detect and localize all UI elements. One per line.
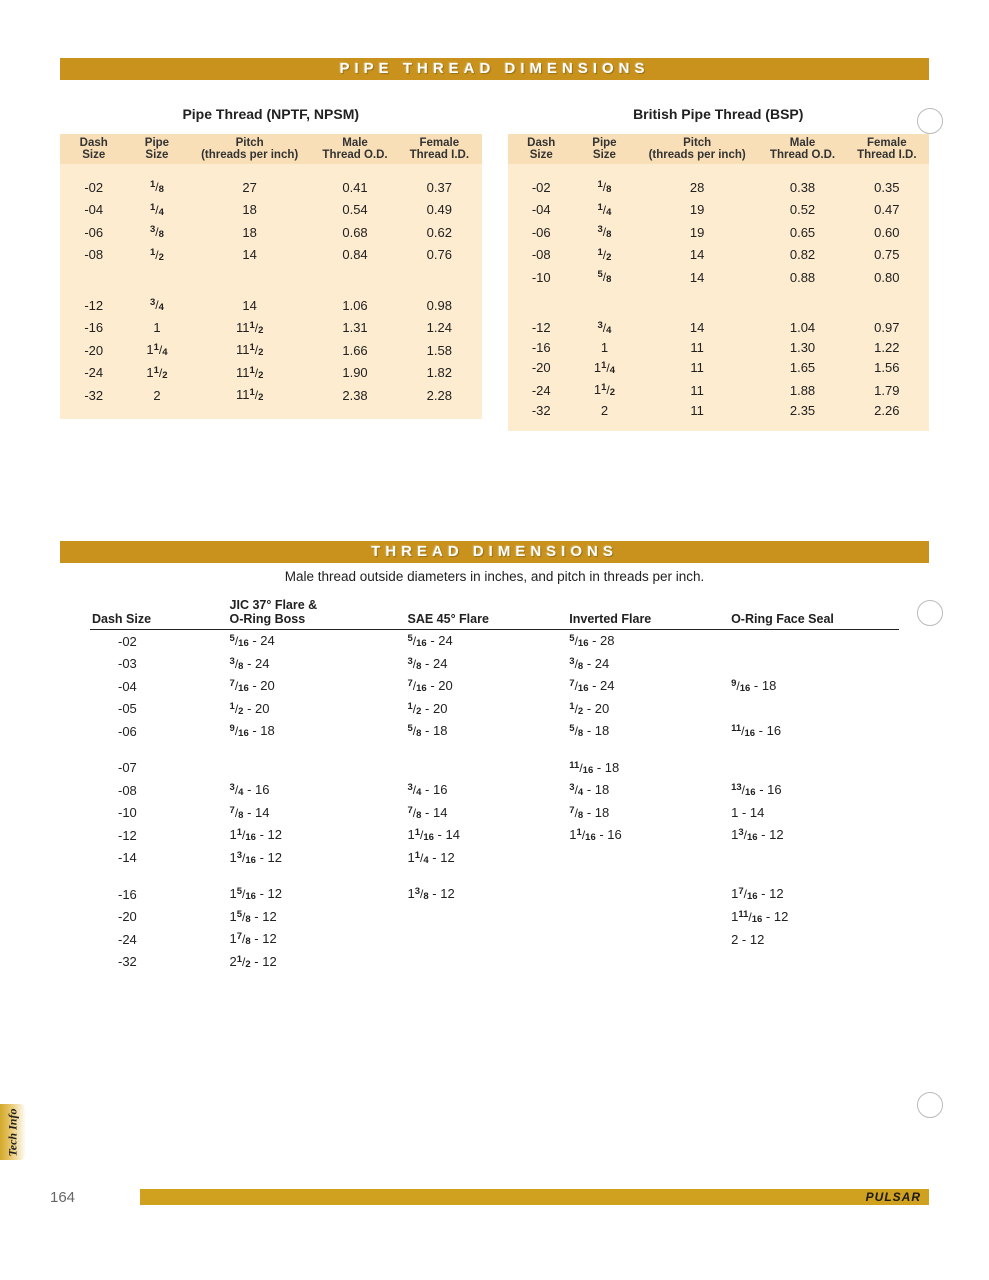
table-row: -123/4141.040.97 xyxy=(508,317,930,340)
table-bsp-title: British Pipe Thread (BSP) xyxy=(508,106,930,122)
table-row: -322112.352.26 xyxy=(508,402,930,420)
table-bsp: DashSizePipeSizePitch(threads per inch)M… xyxy=(508,134,930,431)
table-row: -047/16 - 207/16 - 207/16 - 249/16 - 18 xyxy=(90,675,899,698)
table-row: -107/8 - 147/8 - 147/8 - 181 - 14 xyxy=(90,802,899,825)
table-bsp-wrap: British Pipe Thread (BSP) DashSizePipeSi… xyxy=(508,106,930,431)
table-header: JIC 37° Flare &O-Ring Boss xyxy=(228,598,406,630)
table-row: -081/2140.820.75 xyxy=(508,244,930,267)
table-row: -3221/2 - 12 xyxy=(90,951,899,974)
banner-thread-dimensions: THREAD DIMENSIONS xyxy=(60,541,929,563)
table-header: DashSize xyxy=(508,134,575,164)
table-row: -025/16 - 245/16 - 245/16 - 28 xyxy=(90,630,899,653)
table-header: FemaleThread I.D. xyxy=(397,134,481,164)
subtitle: Male thread outside diameters in inches,… xyxy=(60,569,929,584)
page-number: 164 xyxy=(0,1189,140,1206)
table-row: -2417/8 - 122 - 12 xyxy=(90,928,899,951)
table-row: -021/8280.380.35 xyxy=(508,176,930,199)
table-row: -2015/8 - 12111/16 - 12 xyxy=(90,906,899,929)
table-nptf: DashSizePipeSizePitch(threads per inch)M… xyxy=(60,134,482,419)
punch-hole-icon xyxy=(917,600,943,626)
side-tab-label: Tech Info xyxy=(6,1108,21,1156)
table-row: -1413/16 - 1211/4 - 12 xyxy=(90,847,899,870)
table-header: FemaleThread I.D. xyxy=(845,134,929,164)
table-header: SAE 45° Flare xyxy=(405,598,567,630)
table-header: Pitch(threads per inch) xyxy=(634,134,760,164)
table-row: -041/4180.540.49 xyxy=(60,199,482,222)
table-row: -021/8270.410.37 xyxy=(60,176,482,199)
footer: 164 PULSAR xyxy=(0,1188,989,1206)
table-row: -063/8190.650.60 xyxy=(508,221,930,244)
table-row: -161111.301.22 xyxy=(508,339,930,357)
table-header: PipeSize xyxy=(575,134,634,164)
table-header: Pitch(threads per inch) xyxy=(186,134,312,164)
table-header: PipeSize xyxy=(127,134,186,164)
table-row: -081/2140.840.76 xyxy=(60,244,482,267)
table-header: MaleThread O.D. xyxy=(313,134,397,164)
table-nptf-title: Pipe Thread (NPTF, NPSM) xyxy=(60,106,482,122)
footer-bar: PULSAR xyxy=(140,1189,929,1205)
punch-hole-icon xyxy=(917,1092,943,1118)
table-row: -322111/22.382.28 xyxy=(60,384,482,407)
table-row: -161111/21.311.24 xyxy=(60,317,482,340)
table-row: -2411/2111/21.901.82 xyxy=(60,362,482,385)
table-row: -2411/2111.881.79 xyxy=(508,379,930,402)
table-row: -063/8180.680.62 xyxy=(60,221,482,244)
table-row: -0711/16 - 18 xyxy=(90,757,899,780)
table-header: MaleThread O.D. xyxy=(760,134,844,164)
banner-pipe-thread: PIPE THREAD DIMENSIONS xyxy=(60,58,929,80)
table-row: -051/2 - 201/2 - 201/2 - 20 xyxy=(90,698,899,721)
table-row: -1615/16 - 1213/8 - 1217/16 - 12 xyxy=(90,883,899,906)
table-header: Dash Size xyxy=(90,598,228,630)
side-tab: Tech Info xyxy=(0,1104,26,1160)
table-header: DashSize xyxy=(60,134,127,164)
table-header: Inverted Flare xyxy=(567,598,729,630)
table-header: O-Ring Face Seal xyxy=(729,598,899,630)
table-thread-dimensions: Dash SizeJIC 37° Flare &O-Ring BossSAE 4… xyxy=(90,598,899,973)
table-row: -041/4190.520.47 xyxy=(508,199,930,222)
table-row: -069/16 - 185/8 - 185/8 - 1811/16 - 16 xyxy=(90,720,899,743)
table-row: -2011/4111.651.56 xyxy=(508,357,930,380)
brand-logo: PULSAR xyxy=(866,1190,921,1204)
table-nptf-wrap: Pipe Thread (NPTF, NPSM) DashSizePipeSiz… xyxy=(60,106,482,431)
table-row: -083/4 - 163/4 - 163/4 - 1813/16 - 16 xyxy=(90,779,899,802)
table-row: -123/4141.060.98 xyxy=(60,294,482,317)
table-row: -033/8 - 243/8 - 243/8 - 24 xyxy=(90,653,899,676)
table-row: -105/8140.880.80 xyxy=(508,266,930,289)
table-row: -1211/16 - 1211/16 - 1411/16 - 1613/16 -… xyxy=(90,824,899,847)
two-column-tables: Pipe Thread (NPTF, NPSM) DashSizePipeSiz… xyxy=(60,106,929,431)
punch-hole-icon xyxy=(917,108,943,134)
table-row: -2011/4111/21.661.58 xyxy=(60,339,482,362)
